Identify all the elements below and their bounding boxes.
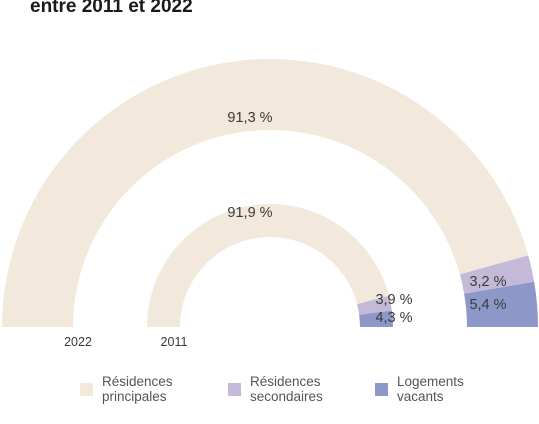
legend-label-principales-2: principales — [102, 389, 167, 404]
legend-swatch-secondaires — [228, 383, 241, 396]
legend-label-vacants-1: Logements — [397, 374, 464, 389]
arc-2011-principales — [147, 203, 389, 327]
legend-label-secondaires-2: secondaires — [250, 389, 323, 404]
legend-swatch-vacants — [375, 383, 388, 396]
legend-label-secondaires-1: Résidences — [250, 374, 321, 389]
arc-2011-secondaires — [357, 295, 392, 315]
legend-label-vacants-2: vacants — [397, 389, 444, 404]
arc-2011-vacants — [359, 310, 393, 327]
chart-title: entre 2011 et 2022 — [30, 0, 193, 17]
arc-2022-vacants — [464, 281, 538, 327]
chart-legend: Résidences principales Résidences second… — [80, 374, 520, 415]
year-label-2011: 2011 — [161, 335, 188, 349]
data-label-2022-secondaires: 3,2 % — [469, 274, 506, 290]
legend-label-principales-1: Résidences — [102, 374, 173, 389]
data-label-2022-vacants: 5,4 % — [469, 297, 506, 313]
arc-2022-secondaires — [459, 255, 535, 294]
arc-2022-principales — [2, 59, 529, 328]
data-label-2011-secondaires: 3,9 % — [375, 292, 412, 308]
year-label-2022: 2022 — [64, 335, 92, 349]
data-label-2011-principales: 91,9 % — [227, 205, 272, 221]
legend-swatch-principales — [80, 383, 93, 396]
data-label-2022-principales: 91,3 % — [227, 110, 272, 126]
data-label-2011-vacants: 4,3 % — [375, 310, 412, 326]
